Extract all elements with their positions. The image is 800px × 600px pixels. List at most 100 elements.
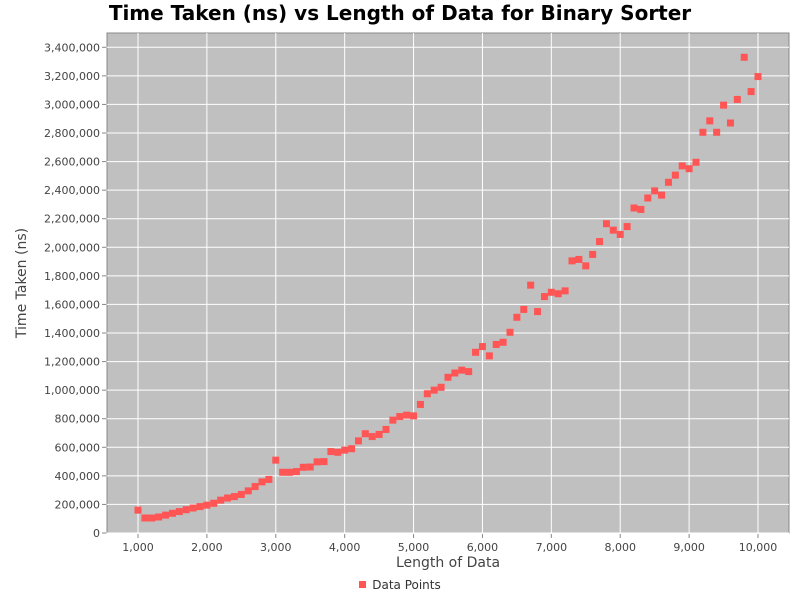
data-point xyxy=(313,458,321,466)
data-point xyxy=(561,287,569,295)
data-point xyxy=(320,458,328,466)
data-point xyxy=(244,487,252,495)
data-point xyxy=(182,506,190,514)
data-point xyxy=(334,448,342,456)
data-point xyxy=(444,373,452,381)
data-point xyxy=(375,430,383,438)
x-tick-label: 6,000 xyxy=(467,541,499,554)
data-point xyxy=(637,205,645,213)
data-point xyxy=(706,117,714,125)
y-tick-label: 2,200,000 xyxy=(44,213,100,226)
data-point xyxy=(713,128,721,136)
x-tick-label: 5,000 xyxy=(398,541,430,554)
data-point xyxy=(265,475,273,483)
data-point xyxy=(403,411,411,419)
x-tick-label: 9,000 xyxy=(673,541,705,554)
y-tick-label: 3,400,000 xyxy=(44,41,100,54)
data-point xyxy=(141,514,149,522)
data-point xyxy=(478,343,486,351)
x-tick-label: 3,000 xyxy=(260,541,292,554)
x-tick-label: 1,000 xyxy=(122,541,154,554)
grid-lines xyxy=(107,33,789,534)
data-point xyxy=(733,95,741,103)
data-point xyxy=(423,390,431,398)
data-point xyxy=(472,348,480,356)
data-point xyxy=(389,416,397,424)
data-point xyxy=(602,220,610,228)
data-point xyxy=(465,368,473,376)
data-point xyxy=(644,194,652,202)
legend-label: Data Points xyxy=(372,578,441,592)
data-point xyxy=(148,514,156,522)
y-tick-label: 2,400,000 xyxy=(44,184,100,197)
data-point xyxy=(168,509,176,517)
data-point xyxy=(492,340,500,348)
y-tick-label: 0 xyxy=(93,527,100,540)
data-point xyxy=(437,383,445,391)
data-point xyxy=(230,493,238,501)
chart-title: Time Taken (ns) vs Length of Data for Bi… xyxy=(108,1,692,25)
legend: Data Points xyxy=(0,578,800,592)
x-tick-label: 7,000 xyxy=(536,541,568,554)
x-tick-label: 2,000 xyxy=(191,541,223,554)
data-point xyxy=(726,119,734,127)
data-point xyxy=(547,288,555,296)
data-point xyxy=(623,223,631,231)
data-point xyxy=(162,511,170,519)
x-axis-label: Length of Data xyxy=(396,555,500,571)
data-point xyxy=(217,496,225,504)
data-point xyxy=(678,162,686,170)
plot-area xyxy=(106,32,790,534)
data-point xyxy=(458,366,466,374)
y-tick-label: 2,600,000 xyxy=(44,156,100,169)
data-point xyxy=(175,508,183,516)
y-tick-label: 3,000,000 xyxy=(44,98,100,111)
data-point xyxy=(485,352,493,360)
y-tick-label: 1,800,000 xyxy=(44,270,100,283)
data-point xyxy=(416,400,424,408)
data-point xyxy=(596,238,604,246)
data-point xyxy=(430,386,438,394)
data-point xyxy=(396,413,404,421)
data-point xyxy=(196,503,204,511)
data-point xyxy=(664,178,672,186)
data-point xyxy=(589,250,597,258)
data-point xyxy=(554,290,562,298)
data-point xyxy=(651,187,659,195)
data-point xyxy=(671,171,679,179)
y-tick-label: 1,000,000 xyxy=(44,384,100,397)
data-point xyxy=(327,448,335,456)
data-point xyxy=(155,513,163,521)
data-point xyxy=(740,53,748,61)
data-point xyxy=(348,445,356,453)
data-point xyxy=(382,425,390,433)
data-point xyxy=(354,437,362,445)
data-point xyxy=(747,88,755,96)
data-point xyxy=(361,430,369,438)
y-tick-label: 200,000 xyxy=(55,498,101,511)
y-tick-label: 600,000 xyxy=(55,441,101,454)
y-tick-label: 1,200,000 xyxy=(44,356,100,369)
data-point xyxy=(575,255,583,263)
data-point xyxy=(203,501,211,509)
x-tick-label: 8,000 xyxy=(604,541,636,554)
legend-swatch xyxy=(359,581,367,588)
y-tick-label: 400,000 xyxy=(55,470,101,483)
y-tick-label: 800,000 xyxy=(55,413,101,426)
data-point xyxy=(540,293,548,301)
data-point xyxy=(292,468,300,476)
data-point xyxy=(258,478,266,486)
axes: 1,000 2,000 3,000 4,000 5,000 6,000 7,000 8,000… xyxy=(44,41,777,554)
data-point xyxy=(451,369,459,377)
y-axis-label: Time Taken (ns) xyxy=(14,228,30,339)
data-point xyxy=(616,230,624,238)
data-point xyxy=(609,226,617,234)
data-point xyxy=(499,338,507,346)
data-point xyxy=(286,468,294,476)
data-point xyxy=(630,204,638,212)
data-point xyxy=(368,433,376,441)
data-point xyxy=(341,446,349,454)
data-point xyxy=(754,73,762,81)
data-point xyxy=(520,305,528,313)
data-point xyxy=(306,463,314,471)
